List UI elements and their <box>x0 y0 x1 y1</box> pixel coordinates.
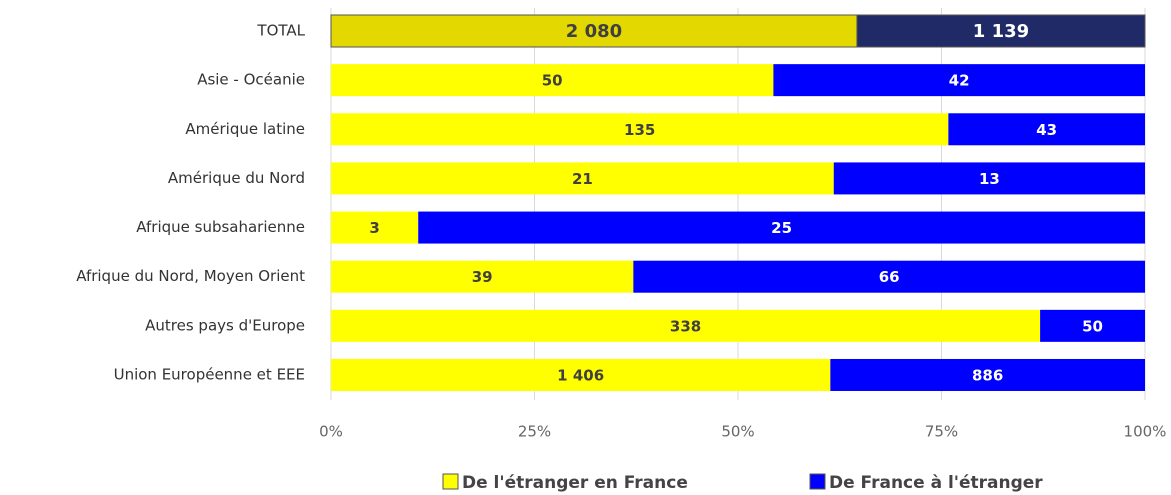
data-label: 50 <box>542 72 563 90</box>
bar-segment <box>331 162 834 195</box>
data-label: 66 <box>879 268 900 286</box>
data-label: 338 <box>670 317 701 335</box>
bar-segment <box>773 64 1145 97</box>
data-label: 886 <box>972 366 1003 384</box>
data-label: 135 <box>624 121 655 139</box>
bar-segment <box>830 358 1145 391</box>
bar-segment <box>856 14 1146 48</box>
legend-swatch <box>809 473 826 490</box>
data-label: 43 <box>1036 121 1057 139</box>
bar-segment <box>331 211 419 244</box>
category-label: Union Européenne et EEE <box>114 365 305 383</box>
bar-segment <box>633 260 1145 293</box>
data-label: 1 139 <box>973 21 1029 42</box>
category-label: Afrique du Nord, Moyen Orient <box>76 267 305 285</box>
bar-segment <box>330 14 858 48</box>
bar-segment <box>331 113 949 146</box>
bar-segment <box>833 162 1145 195</box>
data-label: 3 <box>369 219 379 237</box>
category-label: TOTAL <box>256 22 305 40</box>
data-label: 1 406 <box>557 366 604 384</box>
bar-segment <box>1040 309 1145 342</box>
data-label: 39 <box>472 268 493 286</box>
x-tick-label: 25% <box>518 423 551 441</box>
bar-segment <box>418 211 1145 244</box>
category-label: Afrique subsaharienne <box>136 218 305 236</box>
data-label: 2 080 <box>566 21 622 42</box>
bar-segment <box>331 309 1041 342</box>
data-label: 25 <box>771 219 792 237</box>
legend-label: De l'étranger en France <box>462 473 688 493</box>
legend-swatch <box>442 473 459 490</box>
category-label: Amérique du Nord <box>168 169 305 187</box>
legend-label: De France à l'étranger <box>829 473 1043 493</box>
bar-segment <box>331 358 831 391</box>
category-label: Amérique latine <box>185 120 305 138</box>
bar-segment <box>948 113 1145 146</box>
category-label: Asie - Océanie <box>197 71 305 89</box>
data-label: 42 <box>949 72 970 90</box>
x-tick-label: 50% <box>721 423 754 441</box>
data-label: 13 <box>979 170 1000 188</box>
bar-segment <box>331 64 774 97</box>
data-label: 21 <box>572 170 593 188</box>
x-tick-label: 100% <box>1124 423 1167 441</box>
x-tick-label: 0% <box>319 423 343 441</box>
x-tick-label: 75% <box>925 423 958 441</box>
category-label: Autres pays d'Europe <box>145 316 305 334</box>
bar-segment <box>331 260 634 293</box>
data-label: 50 <box>1082 317 1103 335</box>
